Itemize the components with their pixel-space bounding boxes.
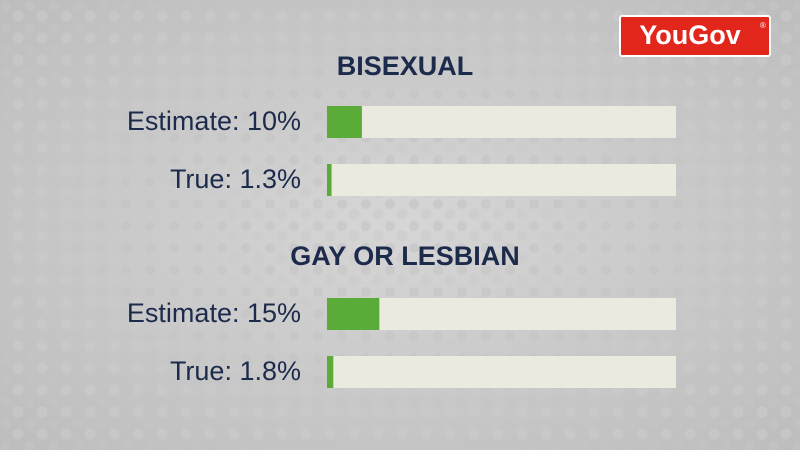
bar-track — [327, 106, 676, 138]
bar — [327, 106, 362, 138]
bar-label: True: 1.8% — [170, 356, 301, 386]
bar — [327, 164, 332, 196]
bar-track — [327, 298, 676, 330]
logo: YouGov ® — [619, 15, 771, 57]
bar — [327, 356, 334, 388]
bar-label: Estimate: 10% — [127, 106, 301, 136]
bar-track — [327, 356, 676, 388]
bar-label: Estimate: 15% — [127, 298, 301, 328]
logo-mark: ® — [760, 21, 766, 30]
bar — [327, 298, 380, 330]
bar-track — [327, 164, 676, 196]
logo-text: YouGov — [639, 20, 741, 50]
logo-box — [619, 15, 771, 57]
bar-label: True: 1.3% — [170, 164, 301, 194]
panel-title: BISEXUAL — [337, 51, 474, 81]
panel-title: GAY OR LESBIAN — [290, 241, 520, 271]
